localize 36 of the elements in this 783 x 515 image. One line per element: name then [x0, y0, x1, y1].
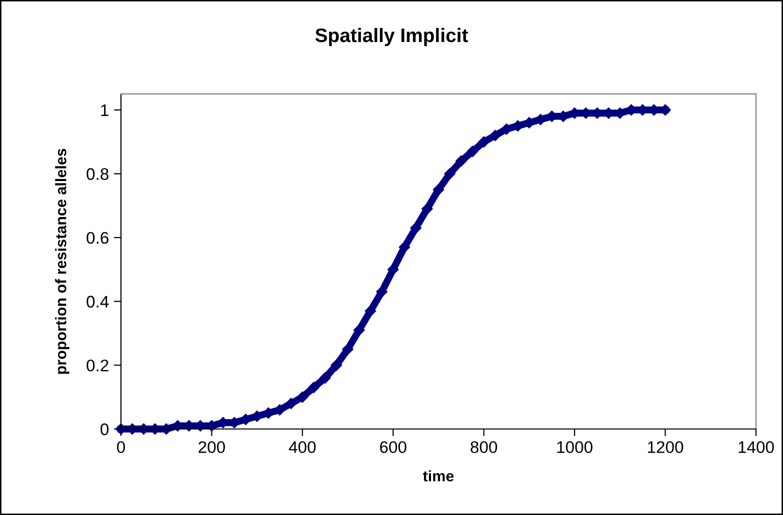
point [432, 184, 444, 196]
x-tick-label: 400 [288, 441, 316, 454]
point [478, 136, 490, 148]
y-tick-label: 0.4 [86, 296, 109, 308]
x-tick-label: 600 [380, 441, 406, 454]
y-axis-title: proportion of resistance alleles [55, 148, 70, 374]
point [398, 242, 410, 253]
point [388, 264, 399, 276]
y-tick-label: 0.6 [86, 232, 108, 244]
x-tick-label: 0 [116, 441, 125, 454]
y-tick-label: 0.2 [86, 360, 108, 372]
y-tick-label: 0.8 [86, 168, 108, 180]
point [319, 372, 331, 384]
point [490, 130, 501, 142]
point [342, 344, 354, 355]
x-axis-title: time [422, 470, 454, 482]
x-tick-label: 1000 [557, 441, 592, 454]
y-tick-label: 0 [100, 423, 109, 436]
x-tick-label: 1400 [738, 441, 774, 454]
x-tick-label: 800 [470, 441, 498, 454]
point [330, 360, 342, 371]
point [422, 203, 433, 214]
x-tick-label: 1200 [648, 441, 684, 454]
y-tick-label: 1 [101, 104, 108, 116]
point [353, 324, 365, 336]
point [466, 146, 478, 158]
point [456, 155, 467, 167]
x-tick-label: 200 [198, 441, 225, 454]
chart-title: Spatially Implicit [315, 28, 468, 46]
point [376, 286, 388, 298]
point [285, 398, 297, 410]
point [308, 382, 320, 394]
point [296, 391, 308, 403]
point [444, 168, 456, 180]
point [410, 222, 422, 234]
point [364, 305, 376, 317]
